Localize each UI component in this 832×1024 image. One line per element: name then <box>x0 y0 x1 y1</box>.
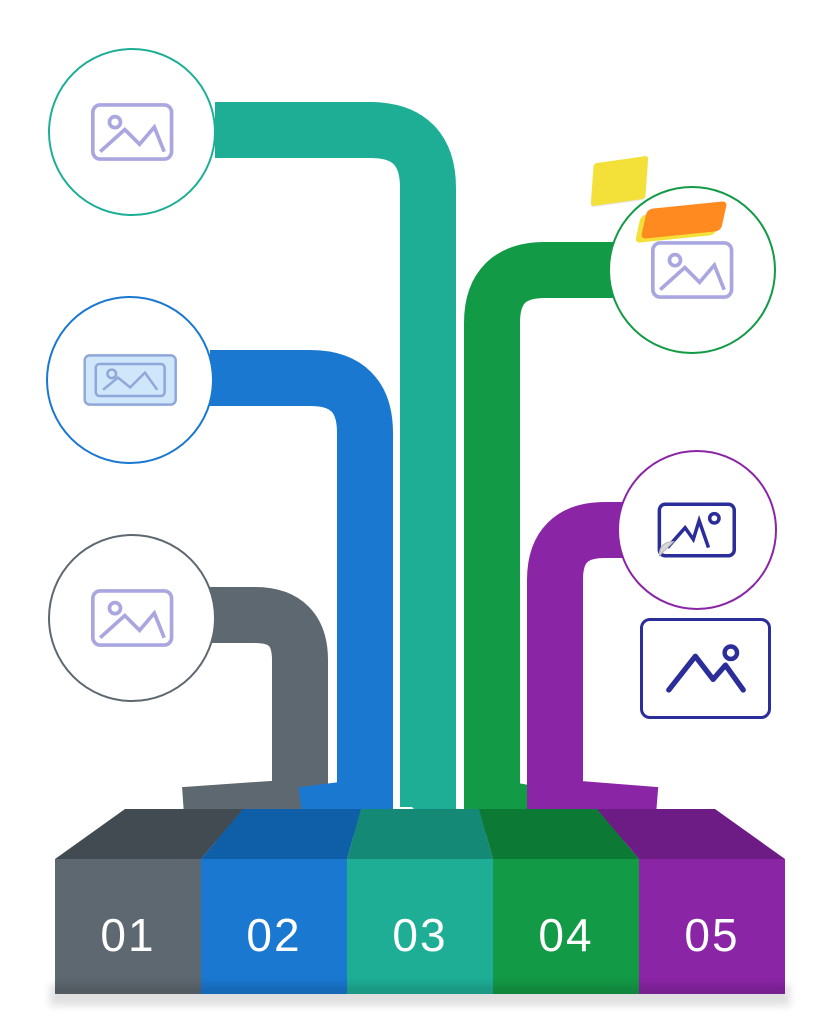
base-segment-label: 05 <box>639 908 785 962</box>
image-placeholder-icon <box>50 50 214 214</box>
base-segment-label: 03 <box>347 908 493 962</box>
circle-node <box>617 450 777 610</box>
base-segment-label: 04 <box>493 908 639 962</box>
base-segment-label: 01 <box>55 908 201 962</box>
pipe-path <box>555 530 625 745</box>
pipe-path <box>210 615 300 745</box>
base-segment-label: 02 <box>201 908 347 962</box>
circle-node <box>46 296 214 464</box>
infographic-stage: 0102030405 <box>0 0 832 1024</box>
image-placeholder-icon <box>50 536 214 700</box>
card-decoration <box>645 205 723 245</box>
circle-node <box>48 534 216 702</box>
pipe-drop <box>420 743 428 815</box>
base-segment-top3d <box>347 809 493 859</box>
circle-node <box>48 48 216 216</box>
pipe-drop <box>184 743 300 815</box>
extra-image-box <box>640 618 771 719</box>
image-placeholder-icon <box>48 298 212 462</box>
image-placeholder-icon <box>656 635 756 702</box>
pipe-drop <box>555 743 656 815</box>
image-placeholder-icon <box>619 452 775 608</box>
